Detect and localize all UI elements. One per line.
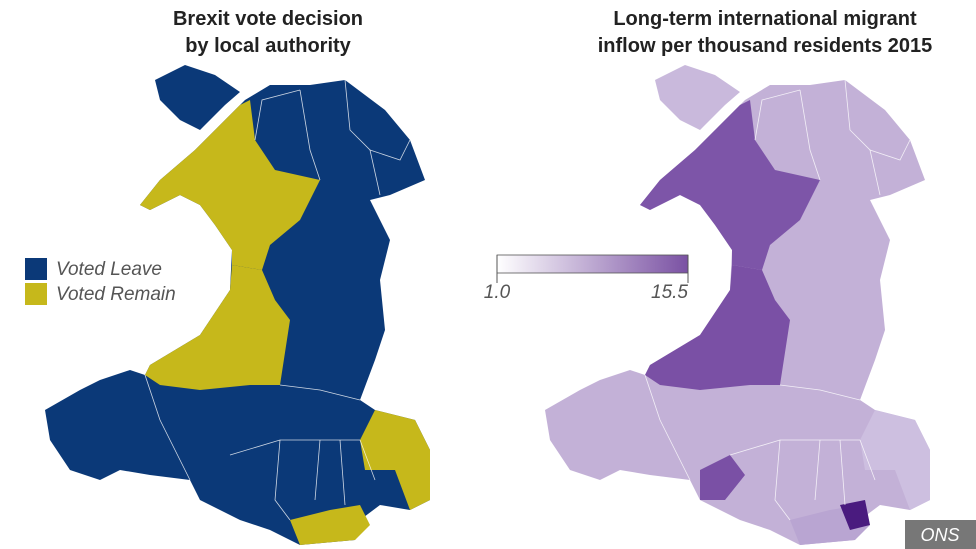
tick-label: 15.5 xyxy=(651,282,688,303)
legend-label: Voted Remain xyxy=(56,284,176,305)
legend-swatch xyxy=(25,283,47,305)
right-title: inflow per thousand residents 2015 xyxy=(598,35,933,57)
left-title: Brexit vote decision xyxy=(173,8,363,30)
color-scale: 1.0 15.5 xyxy=(484,255,689,303)
legend: Voted Leave Voted Remain xyxy=(25,258,176,305)
right-title: Long-term international migrant xyxy=(613,8,917,30)
source: ONS xyxy=(920,525,959,545)
color-bar xyxy=(496,254,689,274)
tick-label: 1.0 xyxy=(484,282,511,303)
migrant-map xyxy=(545,65,930,545)
source-box xyxy=(905,520,976,549)
legend-swatch xyxy=(25,258,47,280)
legend-label: Voted Leave xyxy=(56,259,162,280)
left-title: by local authority xyxy=(185,35,351,57)
